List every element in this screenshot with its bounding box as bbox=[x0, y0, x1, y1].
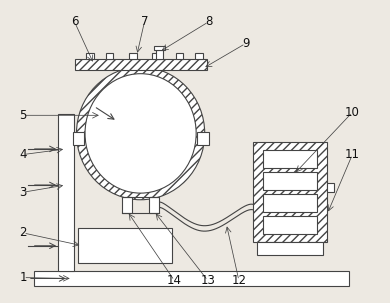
Bar bbox=[154, 46, 165, 50]
Bar bbox=[156, 50, 163, 58]
Bar bbox=[176, 53, 183, 58]
Text: 7: 7 bbox=[141, 15, 148, 28]
Bar bbox=[73, 132, 84, 145]
Bar bbox=[74, 58, 207, 70]
Text: 5: 5 bbox=[20, 109, 27, 122]
Bar bbox=[74, 58, 207, 70]
Text: 9: 9 bbox=[242, 37, 249, 50]
Bar bbox=[327, 183, 334, 192]
Text: 10: 10 bbox=[345, 106, 360, 119]
Bar bbox=[253, 142, 327, 242]
Bar bbox=[86, 53, 94, 58]
Text: 13: 13 bbox=[200, 274, 215, 287]
Bar bbox=[263, 216, 317, 235]
Bar bbox=[197, 132, 209, 145]
Bar bbox=[129, 53, 137, 58]
Text: 14: 14 bbox=[167, 274, 182, 287]
Bar bbox=[263, 194, 317, 212]
Bar bbox=[263, 172, 317, 190]
Bar bbox=[195, 53, 203, 58]
Text: 6: 6 bbox=[71, 15, 78, 28]
Text: 1: 1 bbox=[20, 271, 27, 284]
Ellipse shape bbox=[85, 74, 196, 193]
Bar bbox=[263, 150, 317, 168]
Ellipse shape bbox=[76, 67, 205, 200]
Text: 11: 11 bbox=[345, 148, 360, 161]
Bar bbox=[149, 197, 159, 213]
Bar bbox=[257, 242, 323, 255]
Bar bbox=[106, 53, 113, 58]
Text: 3: 3 bbox=[20, 186, 27, 199]
Bar bbox=[58, 115, 74, 271]
Bar bbox=[122, 197, 132, 213]
Text: 2: 2 bbox=[20, 226, 27, 239]
Bar bbox=[34, 271, 349, 286]
Bar bbox=[78, 228, 172, 263]
Bar bbox=[152, 53, 160, 58]
Text: 12: 12 bbox=[231, 274, 246, 287]
Text: 4: 4 bbox=[20, 148, 27, 161]
Bar bbox=[253, 142, 327, 242]
Text: 8: 8 bbox=[205, 15, 212, 28]
